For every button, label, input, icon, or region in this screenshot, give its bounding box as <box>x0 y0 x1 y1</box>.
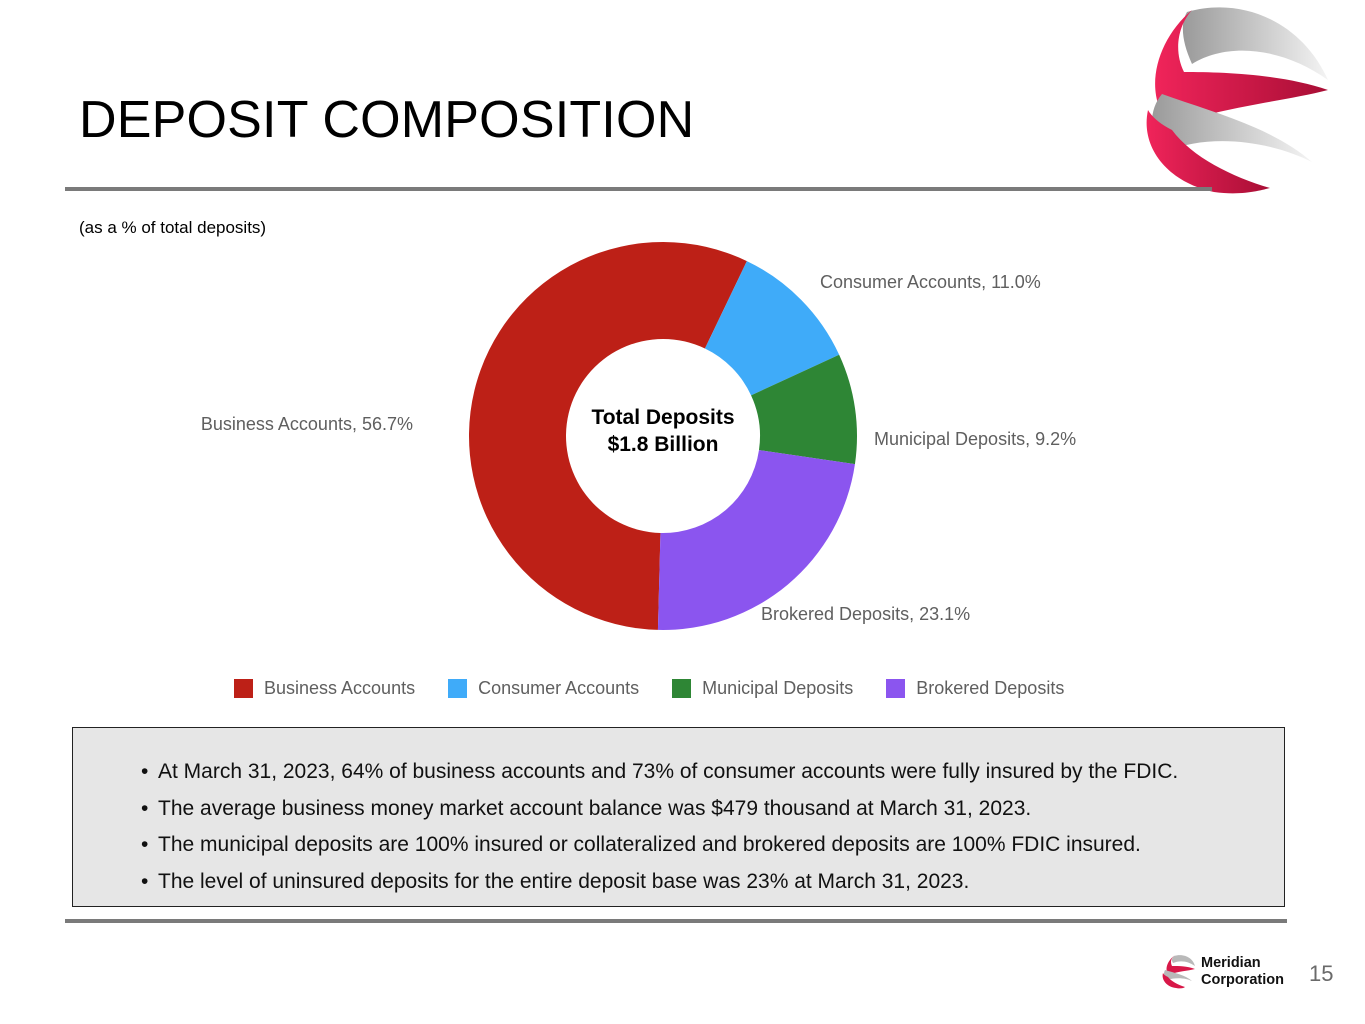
donut-slice-labels: Business Accounts, 56.7% Consumer Account… <box>201 272 1076 624</box>
donut-slice-consumer-accounts <box>704 261 840 396</box>
legend-swatch <box>672 679 692 698</box>
note-text: The municipal deposits are 100% insured … <box>158 833 1141 856</box>
bullet-icon: • <box>141 869 149 893</box>
legend-label: Municipal Deposits <box>702 678 854 698</box>
note-text: At March 31, 2023, 64% of business accou… <box>158 760 1179 783</box>
center-label-line2: $1.8 Billion <box>608 433 719 456</box>
list-item: • The municipal deposits are 100% insured… <box>141 827 1178 864</box>
bottom-divider <box>65 919 1287 923</box>
legend-label: Consumer Accounts <box>478 678 640 698</box>
bullet-icon: • <box>141 760 149 783</box>
company-line-2: Corporation <box>1201 972 1284 988</box>
slice-data-label: Brokered Deposits, 23.1% <box>761 604 970 624</box>
note-text: The average business money market accoun… <box>158 796 1032 820</box>
company-line-1: Meridian <box>1201 955 1261 971</box>
legend-swatch <box>886 679 906 698</box>
note-text: The level of uninsured deposits for the … <box>158 869 970 893</box>
deposit-donut-chart: Business Accounts, 56.7% Consumer Account… <box>201 241 1076 630</box>
chart-legend: Business Accounts Consumer Accounts Muni… <box>234 678 1064 699</box>
legend-item-brokered-deposits: Brokered Deposits <box>886 678 1064 699</box>
page-title: DEPOSIT COMPOSITION <box>79 91 695 149</box>
legend-item-consumer-accounts: Consumer Accounts <box>448 678 639 699</box>
notes-list: • At March 31, 2023, 64% of business acco… <box>141 754 1178 900</box>
legend-item-business-accounts: Business Accounts <box>234 678 415 699</box>
donut-slice-brokered-deposits <box>657 450 855 630</box>
footer-company-name: Meridian Corporation <box>1201 955 1284 989</box>
legend-label: Business Accounts <box>264 678 416 698</box>
list-item: • The level of uninsured deposits for the… <box>141 864 1178 901</box>
legend-label: Brokered Deposits <box>916 678 1065 698</box>
slice-data-label: Consumer Accounts, 11.0% <box>820 272 1041 292</box>
notes-box: • At March 31, 2023, 64% of business acco… <box>72 727 1285 907</box>
bullet-icon: • <box>141 796 149 820</box>
legend-swatch <box>448 679 468 698</box>
legend-item-municipal-deposits: Municipal Deposits <box>672 678 853 699</box>
page-number: 15 <box>1309 961 1334 986</box>
slice-data-label: Municipal Deposits, 9.2% <box>874 429 1076 449</box>
meridian-swirl-logo-icon <box>1146 7 1328 194</box>
slice-data-label: Business Accounts, 56.7% <box>201 414 413 434</box>
meridian-footer-logo-icon <box>1162 955 1195 989</box>
donut-slice-business-accounts <box>468 241 747 630</box>
chart-subtitle: (as a % of total deposits) <box>79 218 267 237</box>
donut-slices <box>468 241 857 630</box>
list-item: • The average business money market accou… <box>141 791 1178 828</box>
donut-slice-municipal-deposits <box>751 354 857 465</box>
list-item: • At March 31, 2023, 64% of business acco… <box>141 754 1178 791</box>
center-label-line1: Total Deposits <box>591 406 734 429</box>
top-divider <box>65 187 1212 191</box>
bullet-icon: • <box>141 833 149 856</box>
legend-swatch <box>234 679 253 698</box>
